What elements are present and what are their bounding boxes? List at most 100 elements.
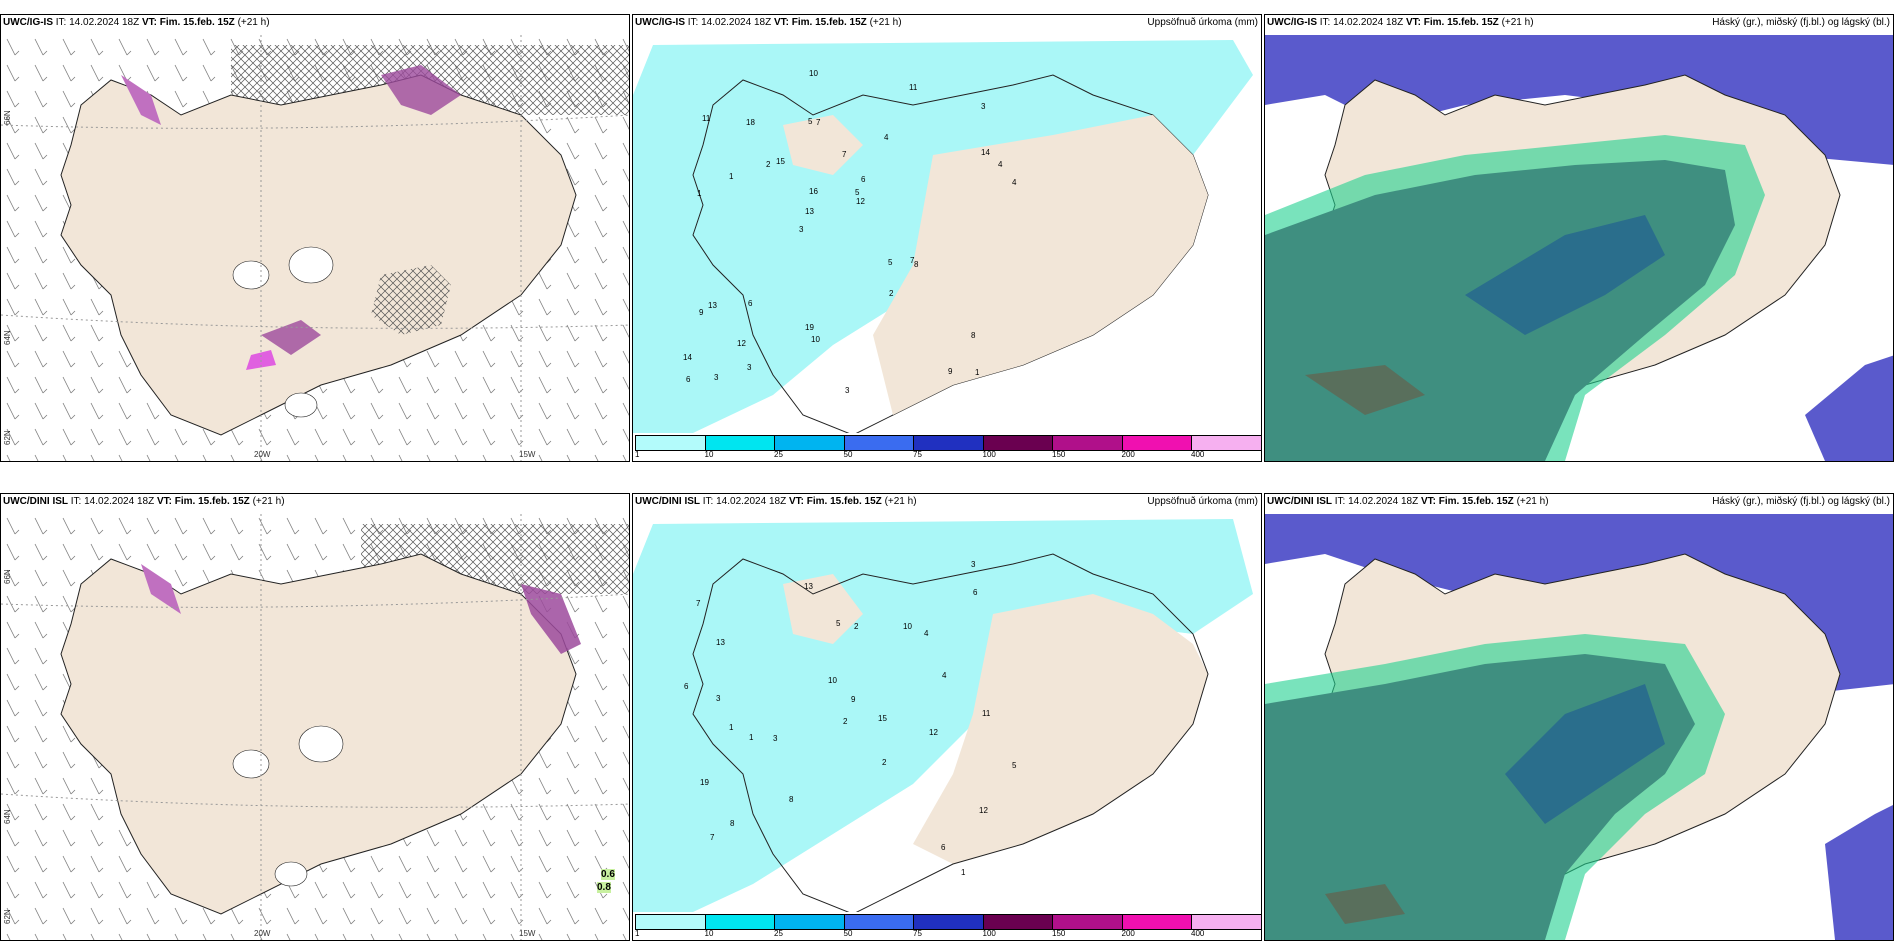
value-label: 0.8	[597, 882, 611, 893]
precip-value-label: 6	[941, 843, 946, 852]
panel-header: UWC/DINI ISL IT: 14.02.2024 18Z VT: Fim.…	[1267, 496, 1549, 507]
precip-value-label: 3	[981, 102, 986, 111]
precip-value-label: 11	[982, 709, 991, 718]
precip-value-label: 1	[749, 733, 754, 742]
precip-value-label: 7	[816, 118, 821, 127]
lon-label: 15W	[519, 929, 536, 938]
legend-tick-label: 25	[774, 450, 783, 459]
panel-header: UWC/IG-IS IT: 14.02.2024 18Z VT: Fim. 15…	[1267, 17, 1534, 28]
precip-value-label: 8	[971, 331, 976, 340]
legend-swatch	[914, 436, 984, 450]
panel-header: UWC/DINI ISL IT: 14.02.2024 18Z VT: Fim.…	[3, 496, 285, 507]
panel-header: UWC/DINI ISL IT: 14.02.2024 18Z VT: Fim.…	[635, 496, 917, 507]
precip-value-label: 5	[808, 117, 813, 126]
panel-field-title: Uppsöfnuð úrkoma (mm)	[1147, 496, 1258, 507]
legend-tick-label: 75	[913, 450, 922, 459]
precip-value-label: 2	[766, 160, 771, 169]
precip-value-label: 9	[948, 367, 953, 376]
precip-value-label: 6	[748, 299, 753, 308]
lat-label: 66N	[3, 569, 12, 584]
legend-swatch	[1192, 915, 1261, 929]
precip-value-label: 7	[842, 150, 847, 159]
legend-tick-label: 25	[774, 929, 783, 938]
lon-label: 20W	[254, 929, 271, 938]
legend-swatch	[775, 915, 845, 929]
precip-value-label: 12	[979, 806, 988, 815]
legend-tick-label: 150	[1052, 450, 1066, 459]
panel-field-title: Háský (gr.), miðský (fj.bl.) og lágský (…	[1712, 17, 1890, 28]
legend-color-bar	[635, 435, 1261, 451]
panel-field-title: Háský (gr.), miðský (fj.bl.) og lágský (…	[1712, 496, 1890, 507]
precip-value-label: 1	[729, 172, 734, 181]
precip-value-label: 4	[884, 133, 889, 142]
precip-value-label: 4	[1012, 178, 1017, 187]
legend-tick-label: 200	[1121, 929, 1135, 938]
precip-value-label: 5	[1012, 761, 1017, 770]
precip-value-label: 13	[804, 582, 813, 591]
precip-value-label: 3	[773, 734, 778, 743]
precip-value-label: 5	[888, 258, 893, 267]
precip-value-label: 10	[809, 69, 818, 78]
precip-value-label: 19	[700, 778, 709, 787]
lat-label: 64N	[3, 809, 12, 824]
precip-value-label: 6	[973, 588, 978, 597]
panel-field-title: Uppsöfnuð úrkoma (mm)	[1147, 17, 1258, 28]
precip-value-label: 15	[878, 714, 887, 723]
legend-swatch	[1122, 915, 1192, 929]
precip-value-label: 12	[737, 339, 746, 348]
precip-value-label: 3	[714, 373, 719, 382]
legend-swatch	[705, 436, 775, 450]
precip-map	[633, 514, 1261, 912]
precip-value-label: 19	[805, 323, 814, 332]
map-panel-precip-bottom: UWC/DINI ISL IT: 14.02.2024 18Z VT: Fim.…	[632, 493, 1262, 941]
legend-swatch	[1192, 436, 1261, 450]
legend-swatch	[844, 915, 914, 929]
precip-value-label: 7	[710, 833, 715, 842]
precip-value-label: 3	[716, 694, 721, 703]
wind-barb-map	[1, 514, 629, 940]
precip-value-label: 3	[747, 363, 752, 372]
legend-tick-label: 10	[704, 450, 714, 459]
legend-tick-label: 150	[1052, 929, 1066, 938]
precip-value-label: 2	[854, 622, 859, 631]
legend-swatch	[983, 915, 1053, 929]
legend-swatch	[914, 915, 984, 929]
precip-value-label: 4	[942, 671, 947, 680]
precip-value-label: 6	[861, 175, 866, 184]
iceland-land	[692, 553, 1209, 912]
precip-value-label: 8	[914, 260, 919, 269]
precip-value-label: 14	[981, 148, 990, 157]
precip-value-label: 9	[699, 308, 704, 317]
precip-value-label: 4	[998, 160, 1003, 169]
legend-tick-label: 75	[913, 929, 922, 938]
lat-label: 66N	[3, 110, 12, 125]
lon-label: 15W	[519, 450, 536, 459]
precip-value-label: 6	[684, 682, 689, 691]
precip-value-label: 15	[776, 157, 785, 166]
precip-value-label: 10	[903, 622, 912, 631]
lat-label: 62N	[3, 430, 12, 445]
legend-swatch	[1122, 436, 1192, 450]
precip-map	[633, 35, 1261, 433]
precip-value-label: 9	[851, 695, 856, 704]
legend-tick-label: 10	[704, 929, 714, 938]
precip-value-label: 11	[909, 83, 918, 92]
legend-swatch	[636, 915, 706, 929]
precip-legend: 1 10 25 50 75 100 150 200 400	[633, 433, 1261, 461]
precip-value-label: 2	[843, 717, 848, 726]
precip-value-label: 3	[799, 225, 804, 234]
precip-value-label: 12	[929, 728, 938, 737]
precip-value-label: 5	[836, 619, 841, 628]
panel-header: UWC/IG-IS IT: 14.02.2024 18Z VT: Fim. 15…	[635, 17, 902, 28]
precip-value-label: 1	[729, 723, 734, 732]
precip-value-label: 5	[855, 188, 860, 197]
legend-swatch	[775, 436, 845, 450]
legend-swatch	[844, 436, 914, 450]
cloud-map	[1265, 514, 1893, 940]
precip-value-label: 1	[961, 868, 966, 877]
precip-value-label: 14	[683, 353, 692, 362]
precip-value-label: 8	[789, 795, 794, 804]
precip-value-label: 3	[845, 386, 850, 395]
map-panel-wind-precip-top: UWC/IG-IS IT: 14.02.2024 18Z VT: Fim. 15…	[0, 14, 630, 462]
legend-tick-label: 200	[1121, 450, 1135, 459]
